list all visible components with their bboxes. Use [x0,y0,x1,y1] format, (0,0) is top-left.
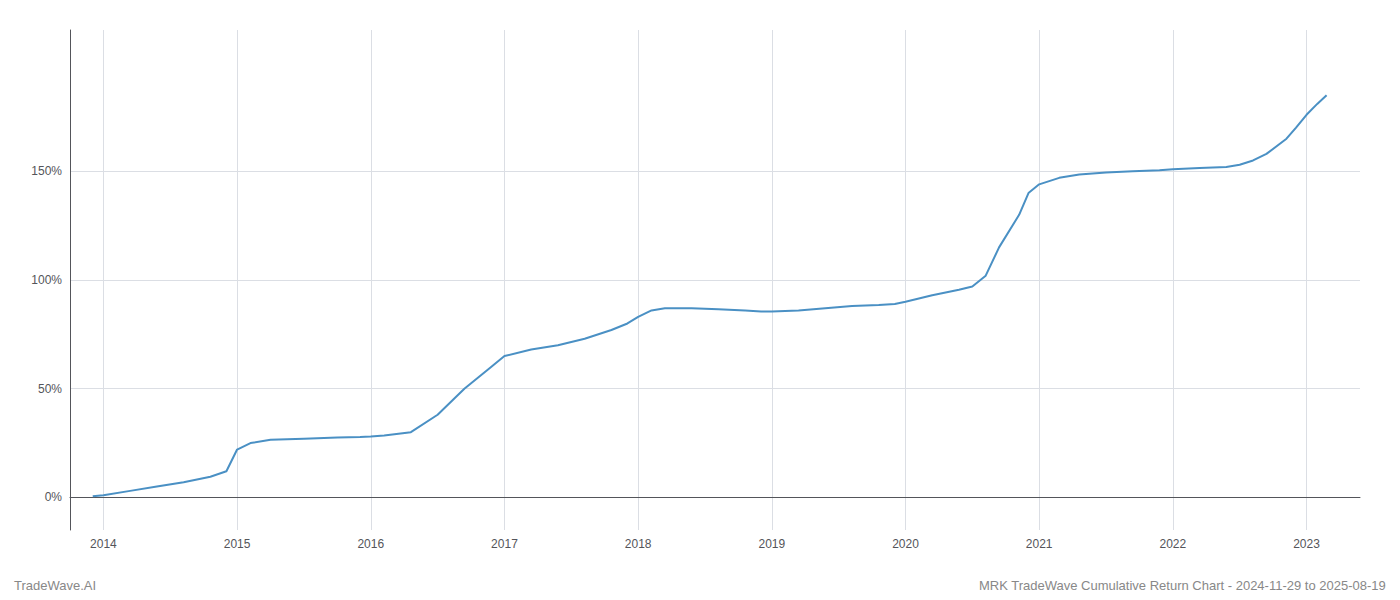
svg-text:TradeWave.AI: TradeWave.AI [14,578,96,593]
svg-text:2016: 2016 [357,537,384,551]
svg-text:2014: 2014 [90,537,117,551]
svg-text:100%: 100% [31,273,62,287]
svg-text:2017: 2017 [491,537,518,551]
svg-text:2015: 2015 [224,537,251,551]
svg-text:0%: 0% [45,490,63,504]
svg-text:2021: 2021 [1026,537,1053,551]
svg-text:2018: 2018 [625,537,652,551]
svg-text:2020: 2020 [892,537,919,551]
svg-text:2019: 2019 [758,537,785,551]
svg-text:50%: 50% [38,382,62,396]
svg-text:MRK TradeWave Cumulative Retur: MRK TradeWave Cumulative Return Chart - … [979,578,1386,593]
svg-text:2023: 2023 [1293,537,1320,551]
svg-text:2022: 2022 [1159,537,1186,551]
svg-text:150%: 150% [31,164,62,178]
